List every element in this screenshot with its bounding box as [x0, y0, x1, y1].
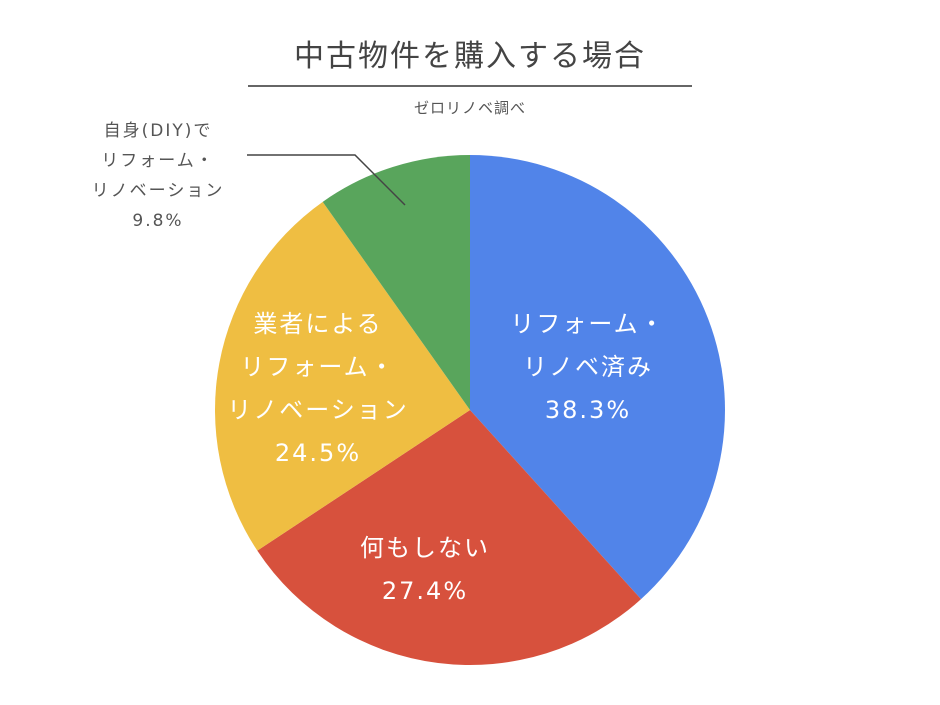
slice-label: 何もしない	[360, 534, 490, 562]
slice-value-label: 9.8%	[132, 211, 183, 231]
slice-label: リノベ済み	[523, 353, 653, 381]
slice-label: リフォーム・	[510, 310, 665, 338]
slice-label: リノベーション	[227, 396, 409, 424]
slice-label: 自身(DIY)で	[104, 121, 213, 141]
chart-title: 中古物件を購入する場合	[294, 39, 646, 74]
pie-slice	[257, 410, 642, 666]
pie-slice	[470, 155, 726, 600]
slice-value-label: 24.5%	[275, 439, 361, 467]
chart-subtitle: ゼロリノベ調べ	[414, 99, 526, 117]
slice-label: 業者による	[253, 310, 382, 338]
pie-slice	[322, 155, 470, 410]
slice-value-label: 27.4%	[382, 577, 468, 605]
slice-label: リノベーション	[92, 181, 225, 201]
leader-line	[247, 154, 406, 206]
slice-label: リフォーム・	[240, 353, 395, 381]
slice-label: リフォーム・	[101, 151, 215, 171]
pie-slice	[214, 201, 470, 551]
slice-value-label: 38.3%	[545, 396, 631, 424]
